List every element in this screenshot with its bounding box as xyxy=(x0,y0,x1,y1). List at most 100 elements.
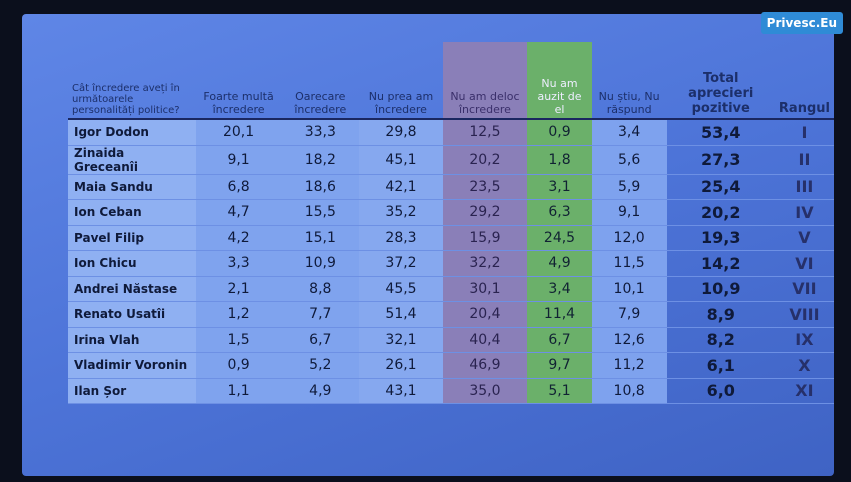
table-cell: 32,2 xyxy=(442,250,528,277)
table-cell: 3,4 xyxy=(591,119,667,146)
table-cell: 15,1 xyxy=(281,225,360,251)
table-cell: 1,2 xyxy=(196,301,282,328)
column-header: Cât încredere aveți în următoarele perso… xyxy=(68,42,196,120)
column-header: Nu știu, Nu răspund xyxy=(591,42,667,120)
logo-badge: Privesc.Eu xyxy=(760,12,843,34)
table-cell: 35,0 xyxy=(442,378,528,404)
table-row: Igor Dodon 20,1 33,3 29,8 12,5 0,9 3,4 53,4 I xyxy=(68,119,834,146)
table-cell: 7,7 xyxy=(281,301,360,328)
table-cell: 5,1 xyxy=(527,378,592,404)
table-cell: 11,2 xyxy=(591,352,667,379)
table-row: Vladimir Voronin 0,9 5,2 26,1 46,9 9,7 11,2 6,1… xyxy=(68,352,834,379)
table-cell: 6,7 xyxy=(527,327,592,353)
person-name: Ion Chicu xyxy=(68,250,196,277)
column-header: Foarte multă încredere xyxy=(196,42,282,120)
table-cell: 43,1 xyxy=(359,378,443,404)
table-cell: 30,1 xyxy=(442,276,528,302)
table-cell: V xyxy=(774,225,834,251)
table-cell: 0,9 xyxy=(527,119,592,146)
table-cell: 6,3 xyxy=(527,199,592,226)
projection-screen: Cât încredere aveți în următoarele perso… xyxy=(22,14,834,476)
table-cell: 14,2 xyxy=(666,250,775,277)
table-cell: 1,5 xyxy=(196,327,282,353)
person-name: Vladimir Voronin xyxy=(68,352,196,379)
header-row: Cât încredere aveți în următoarele perso… xyxy=(68,42,834,120)
table-cell: 10,8 xyxy=(591,378,667,404)
table-cell: 26,1 xyxy=(359,352,443,379)
table-cell: 12,5 xyxy=(442,119,528,146)
table-cell: XI xyxy=(774,378,834,404)
table-cell: 28,3 xyxy=(359,225,443,251)
table-cell: 6,0 xyxy=(666,378,775,404)
table-cell: VIII xyxy=(774,301,834,328)
table-cell: 11,5 xyxy=(591,250,667,277)
table-cell: 24,5 xyxy=(527,225,592,251)
person-name: Maia Sandu xyxy=(68,174,196,200)
table-row: Ilan Șor 1,1 4,9 43,1 35,0 5,1 10,8 6,0 XI xyxy=(68,378,834,404)
table-cell: 29,8 xyxy=(359,119,443,146)
table-cell: 29,2 xyxy=(442,199,528,226)
table-cell: 19,3 xyxy=(666,225,775,251)
table-row: Ion Chicu 3,3 10,9 37,2 32,2 4,9 11,5 14,2 VI xyxy=(68,250,834,277)
table-row: Andrei Năstase 2,1 8,8 45,5 30,1 3,4 10,1 10,9 V… xyxy=(68,276,834,302)
table-cell: 2,1 xyxy=(196,276,282,302)
table-cell: 15,5 xyxy=(281,199,360,226)
table-cell: 20,1 xyxy=(196,119,282,146)
person-name: Renato Usatîi xyxy=(68,301,196,328)
table-cell: 3,1 xyxy=(527,174,592,200)
table-cell: 11,4 xyxy=(527,301,592,328)
table-cell: 9,7 xyxy=(527,352,592,379)
table-cell: 45,1 xyxy=(359,145,443,175)
table-cell: 6,7 xyxy=(281,327,360,353)
person-name: Ilan Șor xyxy=(68,378,196,404)
person-name: Zinaida Greceanîi xyxy=(68,145,196,175)
table-cell: 4,7 xyxy=(196,199,282,226)
table-cell: 25,4 xyxy=(666,174,775,200)
table-cell: 33,3 xyxy=(281,119,360,146)
column-header: Rangul xyxy=(774,42,834,120)
table-cell: 40,4 xyxy=(442,327,528,353)
table-cell: 5,9 xyxy=(591,174,667,200)
column-header: Nu am deloc încredere xyxy=(442,42,528,120)
person-name: Andrei Năstase xyxy=(68,276,196,302)
column-header: Oarecare încredere xyxy=(281,42,360,120)
table-cell: 23,5 xyxy=(442,174,528,200)
table-cell: III xyxy=(774,174,834,200)
column-header: Nu prea am încredere xyxy=(359,42,443,120)
person-name: Pavel Filip xyxy=(68,225,196,251)
table-row: Irina Vlah 1,5 6,7 32,1 40,4 6,7 12,6 8,2 IX xyxy=(68,327,834,353)
table-cell: 8,9 xyxy=(666,301,775,328)
table-cell: 20,2 xyxy=(666,199,775,226)
table-row: Maia Sandu 6,8 18,6 42,1 23,5 3,1 5,9 25,4 III xyxy=(68,174,834,200)
table-row: Renato Usatîi 1,2 7,7 51,4 20,4 11,4 7,9 8,9 VII… xyxy=(68,301,834,328)
table-cell: 10,9 xyxy=(281,250,360,277)
table-cell: 27,3 xyxy=(666,145,775,175)
table-body: Igor Dodon 20,1 33,3 29,8 12,5 0,9 3,4 53,4 I Zin… xyxy=(68,119,834,404)
table-cell: 12,6 xyxy=(591,327,667,353)
table-row: Zinaida Greceanîi 9,1 18,2 45,1 20,2 1,8 5,6 27… xyxy=(68,145,834,175)
table-cell: 45,5 xyxy=(359,276,443,302)
table-cell: 8,8 xyxy=(281,276,360,302)
table-cell: 32,1 xyxy=(359,327,443,353)
table-cell: 10,1 xyxy=(591,276,667,302)
table-cell: 3,4 xyxy=(527,276,592,302)
table-cell: IX xyxy=(774,327,834,353)
table-cell: 1,8 xyxy=(527,145,592,175)
survey-table: Cât încredere aveți în următoarele perso… xyxy=(68,42,834,404)
table-cell: 7,9 xyxy=(591,301,667,328)
column-header: Total aprecieri pozitive xyxy=(666,42,775,120)
person-name: Irina Vlah xyxy=(68,327,196,353)
table-cell: 20,4 xyxy=(442,301,528,328)
table-cell: 35,2 xyxy=(359,199,443,226)
table-cell: 1,1 xyxy=(196,378,282,404)
table-cell: 6,8 xyxy=(196,174,282,200)
table-cell: 42,1 xyxy=(359,174,443,200)
table-cell: 4,9 xyxy=(527,250,592,277)
table-cell: 51,4 xyxy=(359,301,443,328)
table-cell: 5,2 xyxy=(281,352,360,379)
table-cell: VI xyxy=(774,250,834,277)
table-cell: 0,9 xyxy=(196,352,282,379)
table-cell: 9,1 xyxy=(196,145,282,175)
table-cell: 4,2 xyxy=(196,225,282,251)
